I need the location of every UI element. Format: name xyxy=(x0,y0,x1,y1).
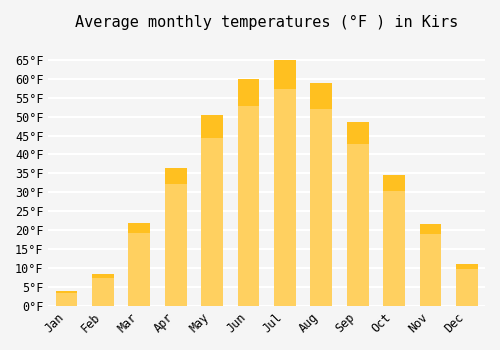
Bar xyxy=(201,115,223,306)
Bar xyxy=(383,175,405,191)
Bar xyxy=(165,168,186,184)
Title: Average monthly temperatures (°F ) in Kirs: Average monthly temperatures (°F ) in Ki… xyxy=(75,15,458,30)
Bar xyxy=(346,122,368,144)
Bar xyxy=(274,60,296,89)
Bar xyxy=(128,223,150,232)
Bar xyxy=(310,83,332,306)
Bar xyxy=(56,291,78,293)
Bar xyxy=(56,291,78,306)
Bar xyxy=(238,79,260,306)
Bar xyxy=(383,175,405,306)
Bar xyxy=(456,264,477,269)
Bar xyxy=(92,274,114,306)
Bar xyxy=(456,264,477,306)
Bar xyxy=(201,115,223,138)
Bar xyxy=(274,60,296,306)
Bar xyxy=(165,168,186,306)
Bar xyxy=(420,224,442,306)
Bar xyxy=(92,274,114,278)
Bar xyxy=(310,83,332,109)
Bar xyxy=(346,122,368,306)
Bar xyxy=(128,223,150,306)
Bar xyxy=(238,79,260,106)
Bar xyxy=(420,224,442,234)
